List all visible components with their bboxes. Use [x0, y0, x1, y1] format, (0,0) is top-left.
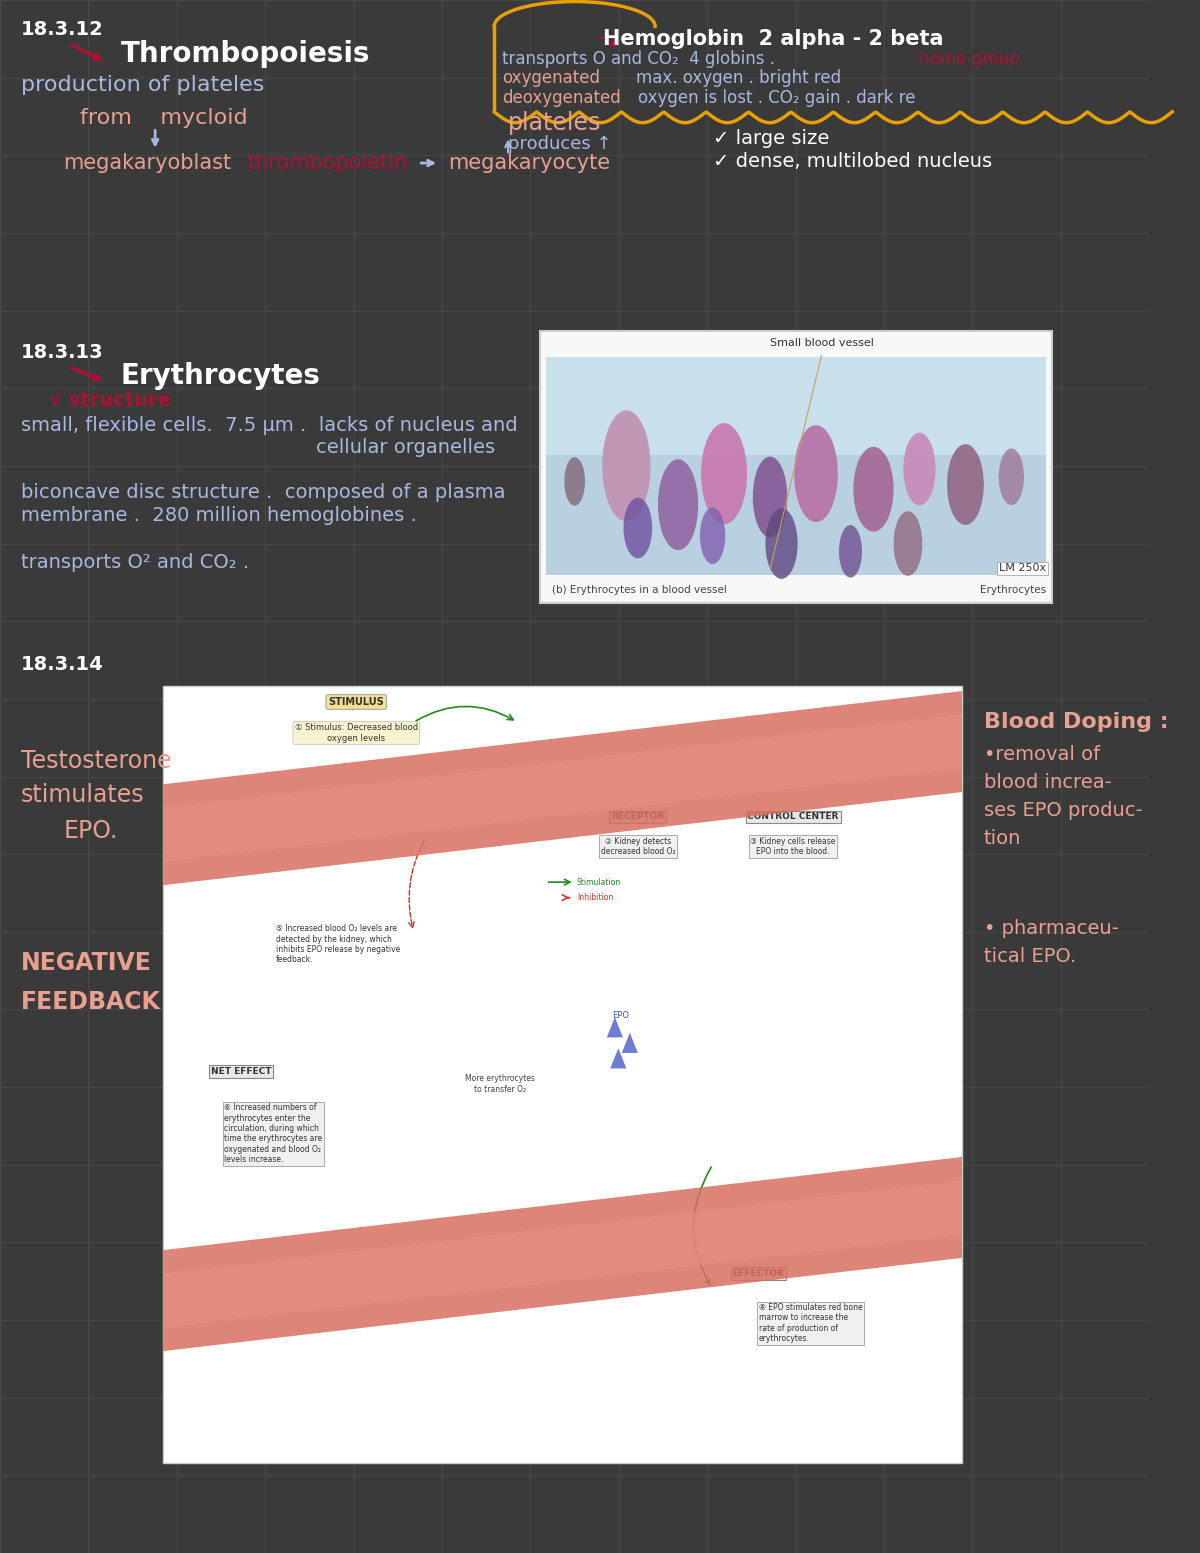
Text: EPO.: EPO.	[64, 818, 118, 843]
Text: ① Stimulus: Decreased blood
oxygen levels: ① Stimulus: Decreased blood oxygen level…	[295, 724, 418, 742]
Text: ③ Kidney cells release
EPO into the blood.: ③ Kidney cells release EPO into the bloo…	[750, 837, 835, 856]
Text: 18.3.13: 18.3.13	[20, 343, 103, 362]
Text: ② Kidney detects
decreased blood O₂: ② Kidney detects decreased blood O₂	[600, 837, 676, 856]
Text: Blood Doping :: Blood Doping :	[984, 713, 1169, 731]
Text: 18.3.14: 18.3.14	[20, 655, 103, 674]
Text: Thrombopoiesis: Thrombopoiesis	[121, 40, 370, 68]
Ellipse shape	[998, 449, 1024, 505]
Text: Erythrocytes: Erythrocytes	[979, 585, 1046, 595]
Text: √ structure: √ structure	[49, 391, 172, 410]
Polygon shape	[163, 1157, 962, 1351]
Ellipse shape	[752, 457, 787, 537]
Ellipse shape	[839, 525, 862, 578]
Text: Stimulation: Stimulation	[577, 877, 622, 887]
Text: transports O² and CO₂ .: transports O² and CO₂ .	[20, 553, 248, 572]
Ellipse shape	[564, 457, 584, 506]
Text: heme group: heme group	[919, 50, 1020, 68]
Bar	[540, 331, 1051, 603]
Text: Inhibition: Inhibition	[577, 893, 613, 902]
Ellipse shape	[766, 508, 798, 579]
Text: ✓ dense, multilobed nucleus: ✓ dense, multilobed nucleus	[713, 152, 991, 171]
Polygon shape	[622, 1033, 638, 1053]
Ellipse shape	[947, 444, 984, 525]
Text: • pharmaceu-: • pharmaceu-	[984, 919, 1118, 938]
Text: STIMULUS: STIMULUS	[329, 697, 384, 707]
Text: max. oxygen . bright red: max. oxygen . bright red	[636, 68, 841, 87]
Text: production of plateles: production of plateles	[20, 76, 264, 95]
Text: oxygenated: oxygenated	[503, 68, 600, 87]
Text: CONTROL CENTER: CONTROL CENTER	[748, 812, 839, 822]
Ellipse shape	[904, 433, 936, 505]
Text: 18.3.12: 18.3.12	[20, 20, 103, 39]
Polygon shape	[611, 1048, 626, 1068]
Text: FEEDBACK: FEEDBACK	[20, 989, 161, 1014]
Text: megakaryocyte: megakaryocyte	[449, 154, 611, 172]
Ellipse shape	[853, 447, 894, 531]
Text: ✓ large size: ✓ large size	[713, 129, 829, 148]
Ellipse shape	[602, 410, 650, 522]
Ellipse shape	[794, 426, 838, 522]
Text: oxygen is lost . CO₂ gain . dark re: oxygen is lost . CO₂ gain . dark re	[638, 89, 916, 107]
Ellipse shape	[624, 497, 653, 559]
Polygon shape	[163, 691, 962, 885]
Text: NET EFFECT: NET EFFECT	[211, 1067, 271, 1076]
Polygon shape	[163, 1180, 962, 1328]
Text: LM 250x: LM 250x	[998, 564, 1046, 573]
Ellipse shape	[894, 511, 923, 576]
Text: More erythrocytes
to transfer O₂: More erythrocytes to transfer O₂	[466, 1075, 535, 1093]
Text: deoxygenated: deoxygenated	[503, 89, 620, 107]
Text: Small blood vessel: Small blood vessel	[769, 339, 874, 348]
Text: ④ EPO stimulates red bone
marrow to increase the
rate of production of
erythrocy: ④ EPO stimulates red bone marrow to incr…	[758, 1303, 862, 1343]
Ellipse shape	[701, 422, 748, 525]
Text: tion: tion	[984, 829, 1021, 848]
Polygon shape	[607, 1017, 623, 1037]
Text: small, flexible cells.  7.5 μm .  lacks of nucleus and: small, flexible cells. 7.5 μm . lacks of…	[20, 416, 517, 435]
Text: ⑤ Increased blood O₂ levels are
detected by the kidney, which
inhibits EPO relea: ⑤ Increased blood O₂ levels are detected…	[276, 924, 400, 964]
Text: thrombopoietin: thrombopoietin	[247, 154, 407, 172]
Text: RECEPTOR: RECEPTOR	[611, 812, 665, 822]
Text: EPO: EPO	[612, 1011, 629, 1020]
Text: Hemoglobin  2 alpha - 2 beta: Hemoglobin 2 alpha - 2 beta	[604, 30, 944, 48]
Text: EFFECTOR: EFFECTOR	[732, 1269, 785, 1278]
Text: Testosterone: Testosterone	[20, 749, 172, 773]
Text: tical EPO.: tical EPO.	[984, 947, 1076, 966]
Text: transports O and CO₂  4 globins .: transports O and CO₂ 4 globins .	[503, 50, 780, 68]
Ellipse shape	[658, 460, 698, 550]
Text: membrane .  280 million hemoglobines .: membrane . 280 million hemoglobines .	[20, 506, 416, 525]
Text: •removal of: •removal of	[984, 745, 1100, 764]
Text: plateles: plateles	[508, 110, 601, 135]
Text: ses EPO produc-: ses EPO produc-	[984, 801, 1142, 820]
Bar	[546, 357, 1046, 455]
Bar	[546, 357, 1046, 575]
Text: cellular organelles: cellular organelles	[316, 438, 496, 457]
Text: megakaryoblast: megakaryoblast	[64, 154, 232, 172]
Text: blood increa-: blood increa-	[984, 773, 1111, 792]
Text: stimulates: stimulates	[20, 783, 144, 808]
Ellipse shape	[700, 508, 725, 564]
Text: Erythrocytes: Erythrocytes	[121, 362, 320, 390]
Text: from    mycloid: from mycloid	[80, 109, 248, 127]
Text: produces ↑: produces ↑	[508, 135, 612, 154]
Text: NEGATIVE: NEGATIVE	[20, 950, 151, 975]
Text: biconcave disc structure .  composed of a plasma: biconcave disc structure . composed of a…	[20, 483, 505, 502]
Text: ⑥ Increased numbers of
erythrocytes enter the
circulation, during which
time the: ⑥ Increased numbers of erythrocytes ente…	[224, 1103, 323, 1165]
Text: (b) Erythrocytes in a blood vessel: (b) Erythrocytes in a blood vessel	[552, 585, 726, 595]
Polygon shape	[163, 714, 962, 862]
Bar	[163, 686, 962, 1463]
